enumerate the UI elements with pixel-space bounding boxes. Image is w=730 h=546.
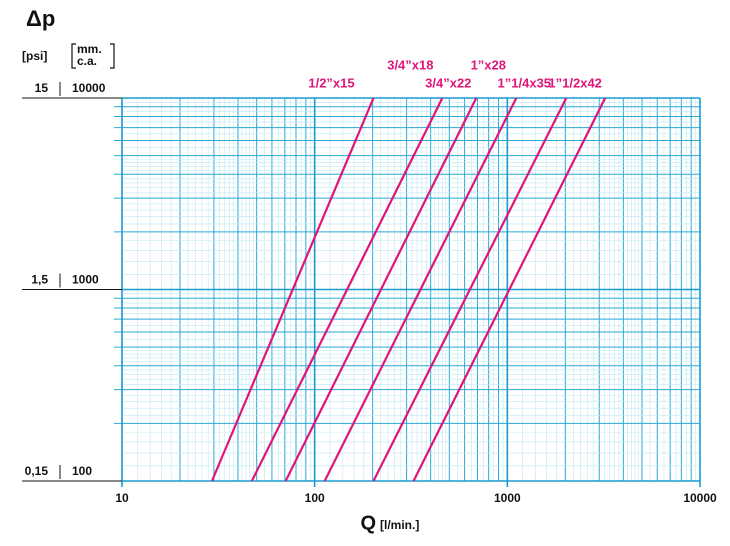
y2-tick-label: 0,15 — [25, 464, 49, 478]
y-unit: c.a. — [77, 54, 97, 68]
y-unit: mm. — [77, 42, 102, 56]
y-tick-label: 100 — [72, 464, 92, 478]
series-label: 1”1/4x35 — [498, 75, 552, 90]
x-tick-label: 1000 — [494, 491, 521, 505]
series-line — [372, 97, 568, 482]
x-unit: [l/min.] — [380, 518, 419, 532]
series-line — [250, 97, 444, 482]
y2-unit: [psi] — [22, 49, 47, 63]
x-tick-label: 10000 — [683, 491, 717, 505]
x-label: Q — [360, 512, 376, 534]
bracket — [71, 43, 115, 69]
y-label: Δp — [26, 6, 55, 31]
y-tick-label: 1000 — [72, 273, 99, 287]
x-tick-label: 100 — [305, 491, 325, 505]
series-label: 1”1/2x42 — [548, 75, 602, 90]
y2-tick-label: 1,5 — [31, 273, 48, 287]
series-line — [412, 97, 607, 482]
y2-tick-label: 15 — [35, 81, 49, 95]
series-label: 1/2”x15 — [308, 75, 354, 90]
y-tick-label: 10000 — [72, 81, 106, 95]
series-line — [323, 97, 518, 482]
series-label: 3/4”x22 — [425, 75, 471, 90]
series-label: 3/4”x18 — [387, 57, 433, 72]
series-label: 1”x28 — [471, 57, 506, 72]
series-line — [210, 97, 375, 482]
x-tick-label: 10 — [115, 491, 129, 505]
series-line — [284, 97, 478, 482]
